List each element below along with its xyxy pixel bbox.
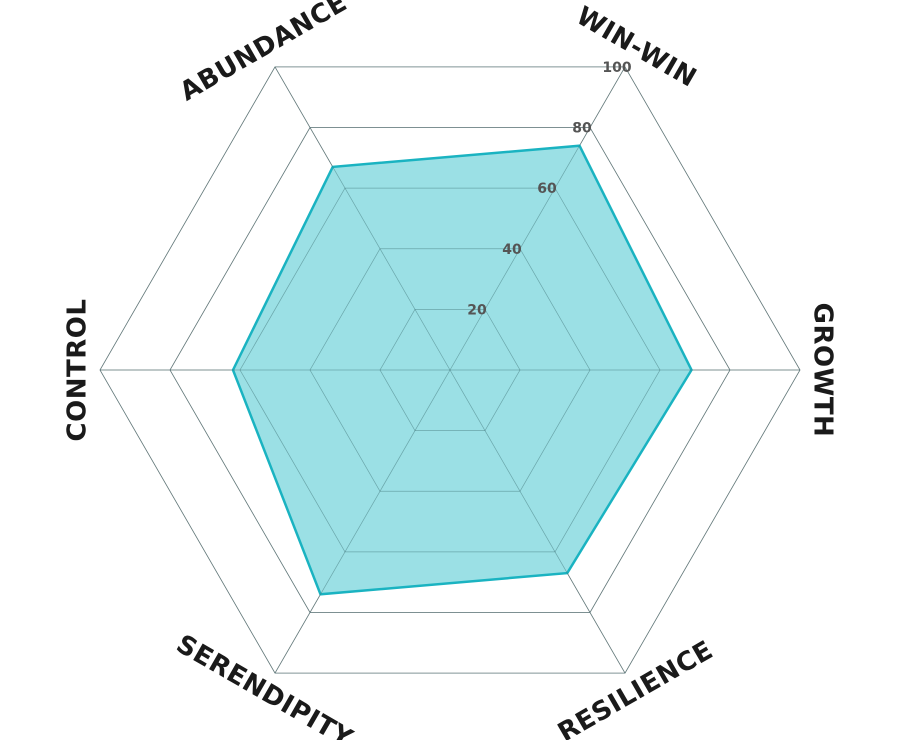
tick-label: 80 [572,121,592,137]
spoke-overlay [449,66,626,371]
tick-label: 100 [602,60,631,76]
axis-label: ABUNDANCE [175,0,352,107]
spoke-overlay [449,369,626,674]
axis-label: RESILIENCE [553,635,719,740]
axis-label: GROWTH [808,303,838,438]
tick-label: 40 [502,242,522,258]
axis-label: CONTROL [63,299,93,442]
spoke-overlay [274,369,451,674]
axis-label: SERENDIPITY [171,629,358,740]
spoke-overlay [274,66,451,371]
tick-label: 20 [467,302,487,318]
axis-label: WIN-WIN [571,1,701,94]
tick-label: 60 [537,181,557,197]
